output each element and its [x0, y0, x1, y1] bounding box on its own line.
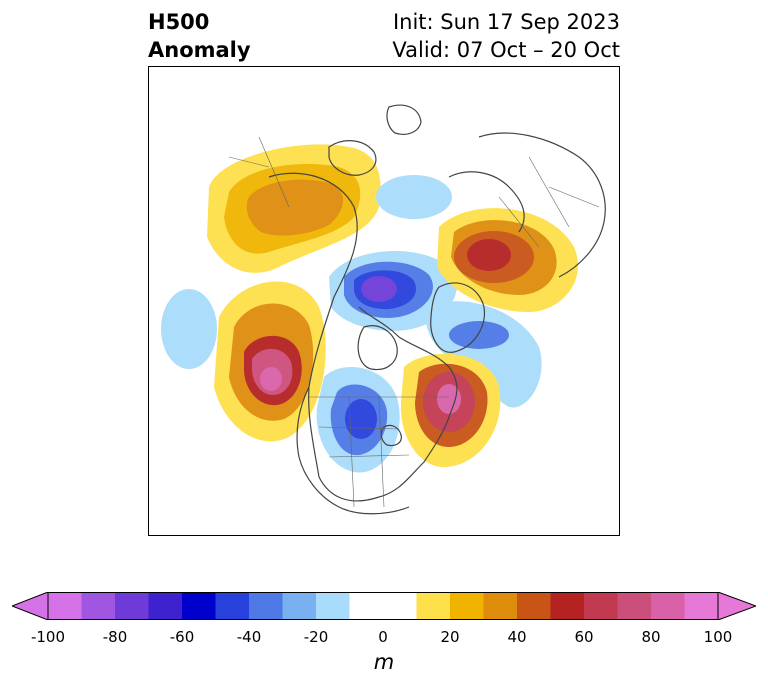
ridge-atlantic-peak [437, 384, 461, 414]
colorbar-segment [148, 592, 183, 620]
colorbar-segment [349, 592, 384, 620]
ridge-alaska-inner [246, 179, 344, 236]
title-variable: H500 [148, 10, 210, 34]
colorbar-segment [450, 592, 484, 620]
colorbar-segments [48, 592, 719, 620]
colorbar-segment [517, 592, 551, 620]
colorbar-segment [617, 592, 652, 620]
colorbar-tick: 60 [574, 628, 594, 646]
colorbar-segment [550, 592, 585, 620]
low-siberia-small [376, 175, 452, 219]
colorbar-segment [651, 592, 685, 620]
colorbar-segment [182, 592, 216, 620]
ridge-siberia-peak [467, 239, 511, 271]
colorbar-frame [47, 592, 719, 620]
colorbar-segment [483, 592, 518, 620]
colorbar-tick: 100 [703, 628, 733, 646]
colorbar-segment [383, 592, 417, 620]
colorbar-tick: -80 [102, 628, 128, 646]
colorbar-segment [215, 592, 250, 620]
valid-range: Valid: 07 Oct – 20 Oct [392, 38, 620, 62]
ridge-pacific-peak [260, 367, 282, 391]
init-date: Init: Sun 17 Sep 2023 [392, 10, 620, 34]
colorbar-unit: m [373, 650, 395, 674]
colorbar-segment [48, 592, 82, 620]
colorbar-tick: 0 [378, 628, 388, 646]
map-svg [161, 104, 606, 515]
colorbar-tick: -100 [30, 628, 66, 646]
colorbar-segment [115, 592, 149, 620]
colorbar-tick: 20 [440, 628, 460, 646]
colorbar-tick: -60 [169, 628, 195, 646]
low-west-pacific [161, 289, 217, 369]
colorbar-tick: -40 [236, 628, 262, 646]
title-field: Anomaly [148, 38, 251, 62]
low-arctic-core [361, 276, 397, 302]
colorbar-tick-labels: -100 -80 -60 -40 -20 0 20 40 60 80 100 [0, 628, 768, 648]
low-greenland-sea-core [449, 321, 509, 349]
map-panel[interactable] [148, 66, 620, 536]
colorbar-segment [316, 592, 350, 620]
title-left: H500 Anomaly [148, 8, 251, 64]
title-right: Init: Sun 17 Sep 2023 Valid: 07 Oct – 20… [392, 8, 620, 64]
colorbar-tick: 80 [641, 628, 661, 646]
colorbar-segment [416, 592, 451, 620]
low-central-us-core [345, 399, 377, 439]
colorbar-segment [684, 592, 719, 620]
colorbar-segment [249, 592, 283, 620]
colorbar-tick: -20 [303, 628, 329, 646]
colorbar-segment [282, 592, 317, 620]
anomaly-fill [161, 144, 578, 473]
colorbar-segment [584, 592, 618, 620]
colorbar-segment [81, 592, 116, 620]
colorbar-tick: 40 [507, 628, 527, 646]
colorbar-left-extension [12, 592, 49, 620]
coastlines [268, 104, 606, 515]
borders [228, 136, 600, 508]
colorbar-right-extension [717, 592, 756, 620]
colorbar [12, 592, 756, 620]
